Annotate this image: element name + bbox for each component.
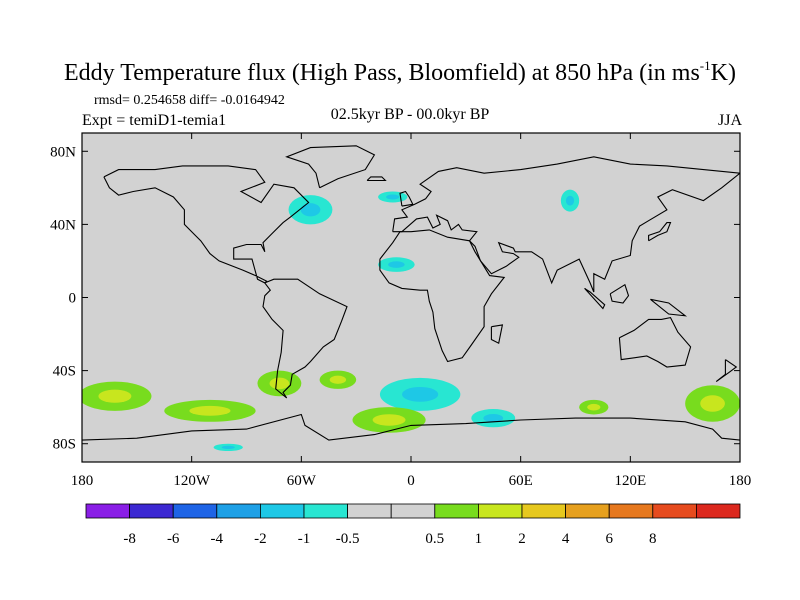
anomaly-core-n-atlantic-negative <box>300 203 321 217</box>
anomaly-core-mediterranean-negative <box>388 261 405 268</box>
coastline <box>285 145 376 189</box>
anomaly-core-s-pacific-pos-west <box>98 389 132 403</box>
colorbar-label: 1 <box>475 531 483 547</box>
y-tick-label: 80S <box>53 437 76 453</box>
colorbar-swatch <box>216 503 261 519</box>
anomaly-core-new-zealand-positive <box>700 395 725 412</box>
anomaly-core-s-pacific-pos-center <box>189 405 231 416</box>
coastline <box>618 316 692 368</box>
y-tick-label: 40S <box>53 364 76 380</box>
colorbar-swatch <box>259 503 305 519</box>
colorbar-swatch <box>565 503 610 519</box>
anomaly-core-south-africa-negative <box>483 414 504 423</box>
coastline <box>82 413 740 441</box>
colorbar-label: 6 <box>605 531 613 547</box>
x-tick-label: 60E <box>509 473 533 489</box>
x-tick-label: 0 <box>407 473 415 489</box>
colorbar-swatch <box>477 503 523 519</box>
x-tick-label: 60W <box>287 473 317 489</box>
colorbar-label: -2 <box>254 531 267 547</box>
colorbar-swatch <box>85 503 130 519</box>
x-tick-label: 120E <box>614 473 646 489</box>
coastline <box>366 176 387 182</box>
colorbar-swatch <box>434 503 479 519</box>
coastline <box>609 283 630 304</box>
colorbar-swatch <box>608 503 654 519</box>
anomaly-core-s-pacific-neg-east <box>221 445 235 450</box>
colorbar-label: -1 <box>298 531 311 547</box>
colorbar-swatch <box>172 503 218 519</box>
coastline <box>650 298 688 317</box>
x-tick-label: 180 <box>71 473 94 489</box>
colorbar-swatch <box>390 503 436 519</box>
colorbar-label: -6 <box>167 531 180 547</box>
colorbar: -8 -6 -4 -2 -1 -0.5 0.5 1 2 4 6 8 <box>85 503 741 547</box>
anomaly-core-indian-ocean-positive <box>587 403 601 411</box>
colorbar-label: -8 <box>123 531 136 547</box>
axis-ticks: 80N 40N 0 40S 80S 180 120W 60W 0 60E 120E 180 <box>50 133 751 489</box>
plot-area <box>81 132 741 463</box>
anomaly-core-argentina-positive <box>329 375 347 384</box>
colorbar-label: 8 <box>649 531 657 547</box>
coastline <box>399 190 414 207</box>
coastline <box>262 278 348 399</box>
coastline <box>584 287 606 310</box>
coastline <box>648 222 672 242</box>
y-tick-label: 80N <box>50 144 76 160</box>
experiment-label: Expt = temiD1-temia1 <box>82 112 227 129</box>
colorbar-label: -0.5 <box>336 531 360 547</box>
colorbar-label: 0.5 <box>425 531 444 547</box>
coastline <box>379 229 506 363</box>
colorbar-swatch <box>303 503 348 519</box>
page-title: Eddy Temperature flux (High Pass, Bloomf… <box>64 58 736 86</box>
colorbar-swatch <box>347 503 392 519</box>
colorbar-swatch <box>129 503 174 519</box>
colorbar-swatch <box>696 503 741 519</box>
x-tick-label: 180 <box>729 473 752 489</box>
coastline <box>103 165 310 284</box>
y-tick-label: 0 <box>69 291 77 307</box>
colorbar-swatch <box>652 503 697 519</box>
colorbar-label: 2 <box>518 531 526 547</box>
coastline <box>715 359 738 383</box>
x-tick-label: 120W <box>173 473 211 489</box>
season-label: JJA <box>717 112 742 129</box>
colorbar-swatch <box>521 503 566 519</box>
anomaly-core-europe-north-negative <box>386 194 400 200</box>
anomaly-core-central-asia-negative <box>565 195 575 206</box>
period-label: 02.5kyr BP - 00.0kyr BP <box>330 106 490 123</box>
anomaly-core-chile-positive <box>269 377 290 390</box>
colorbar-label: 4 <box>562 531 570 547</box>
coastline <box>490 324 504 345</box>
colorbar-label: -4 <box>211 531 224 547</box>
anomaly-core-s-atlantic-pos-central <box>372 414 406 426</box>
coastline <box>392 156 740 293</box>
y-tick-label: 40N <box>50 217 76 233</box>
anomaly-core-s-atlantic-negative <box>402 386 439 402</box>
stats-label: rmsd= 0.254658 diff= -0.0164942 <box>94 93 285 108</box>
